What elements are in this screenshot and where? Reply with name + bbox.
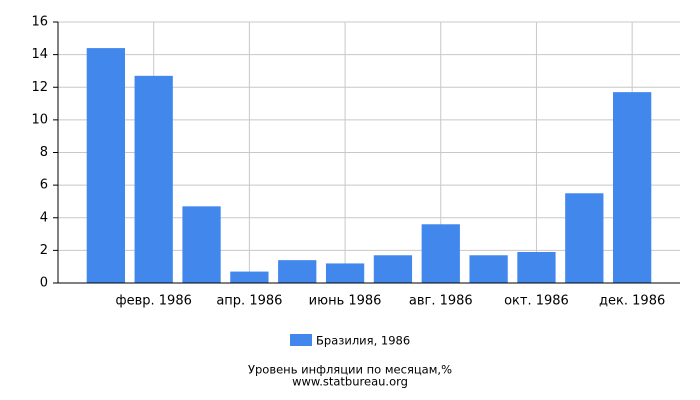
x-tick-label: окт. 1986 [504, 294, 569, 309]
y-tick-label: 8 [40, 145, 48, 160]
x-tick-label: авг. 1986 [409, 294, 473, 309]
legend-swatch [290, 334, 312, 346]
bar [182, 206, 221, 283]
bar [134, 75, 173, 283]
x-tick-label: июнь 1986 [309, 294, 382, 309]
bar [517, 252, 556, 283]
chart-subtitle: www.statbureau.org [292, 375, 408, 389]
y-tick-label: 16 [31, 15, 48, 30]
bar [613, 92, 652, 283]
y-tick-label: 6 [40, 178, 48, 193]
bar [373, 255, 413, 283]
bar [278, 260, 317, 283]
bar [325, 263, 365, 283]
bar [469, 255, 508, 283]
y-tick-label: 10 [31, 112, 48, 127]
bar [86, 48, 125, 283]
y-tick-label: 2 [40, 243, 48, 258]
x-tick-label: апр. 1986 [216, 294, 282, 309]
x-tick-label: дек. 1986 [599, 294, 665, 309]
y-tick-label: 4 [40, 210, 48, 225]
y-tick-label: 12 [31, 80, 48, 95]
y-tick-label: 0 [40, 276, 48, 291]
legend-label: Бразилия, 1986 [316, 334, 410, 348]
bar [421, 224, 460, 283]
bar [230, 271, 269, 283]
x-tick-label: февр. 1986 [116, 294, 192, 309]
chart-title: Уровень инфляции по месяцам,% [248, 363, 452, 377]
y-tick-label: 14 [31, 47, 48, 62]
bar [565, 193, 604, 283]
